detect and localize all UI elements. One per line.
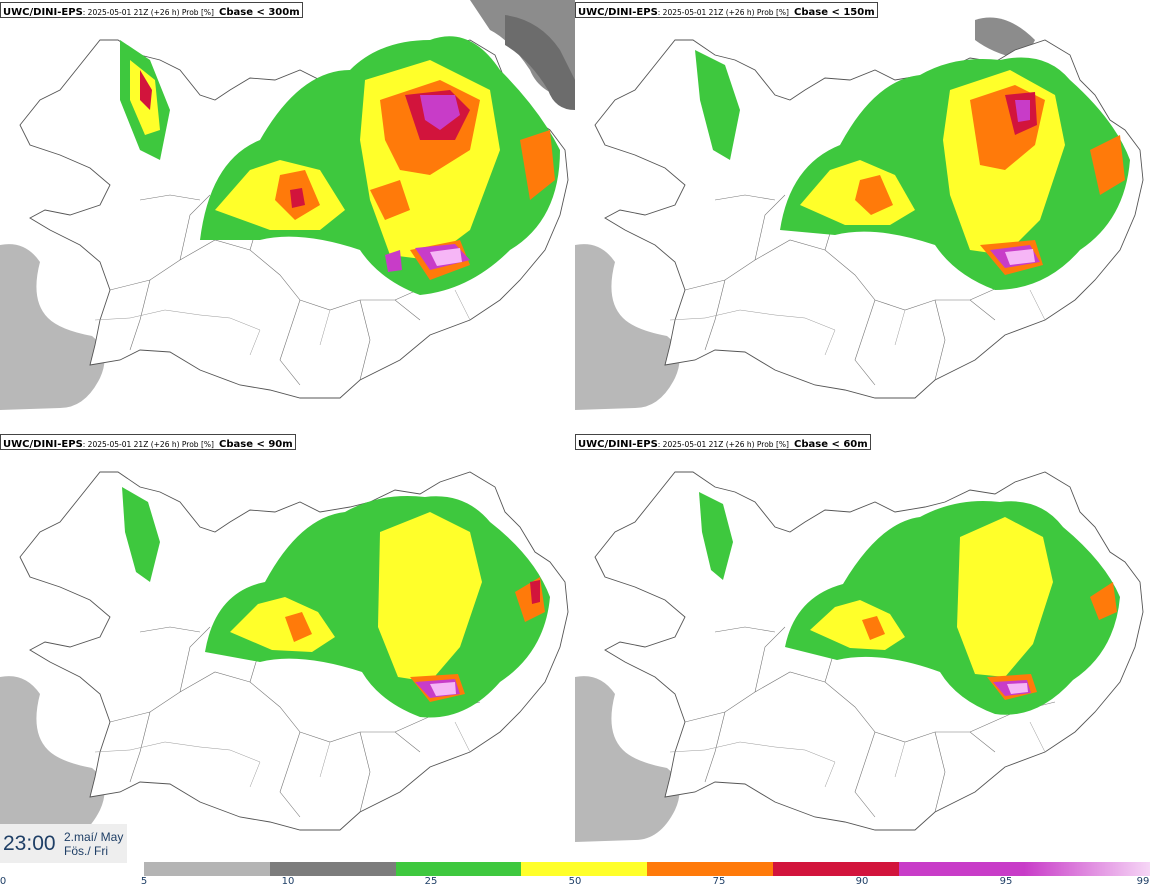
probability-field xyxy=(695,50,1130,290)
model-name: UWC/DINI-EPS xyxy=(578,439,658,450)
map-panel-cbase-60: UWC/DINI-EPS: 2025-05-01 21Z (+26 h) Pro… xyxy=(575,432,1150,862)
map-panel-cbase-150: UWC/DINI-EPS: 2025-05-01 21Z (+26 h) Pro… xyxy=(575,0,1150,430)
map-cbase-300 xyxy=(0,0,575,411)
colorbar-label: 90 xyxy=(855,876,869,887)
panel-title: UWC/DINI-EPS: 2025-05-01 21Z (+26 h) Pro… xyxy=(575,2,878,18)
map-cbase-60 xyxy=(575,471,1144,843)
colorbar-label: 5 xyxy=(140,876,148,887)
colorbar-label: 50 xyxy=(568,876,582,887)
valid-time-clock: 23:00 xyxy=(3,832,56,855)
colorbar-segment xyxy=(395,862,522,876)
variable-name: Cbase < 300m xyxy=(219,7,300,18)
model-name: UWC/DINI-EPS xyxy=(3,7,83,18)
colorbar-label: 95 xyxy=(999,876,1013,887)
colorbar-label: 10 xyxy=(281,876,295,887)
model-name: UWC/DINI-EPS xyxy=(3,439,83,450)
model-name: UWC/DINI-EPS xyxy=(578,7,658,18)
run-info: : 2025-05-01 21Z (+26 h) Prob [%] xyxy=(82,440,214,449)
colorbar-segment xyxy=(144,862,270,876)
valid-date-line2: Fös./ Fri xyxy=(64,844,108,858)
colorbar-segment xyxy=(269,862,396,876)
run-info: : 2025-05-01 21Z (+26 h) Prob [%] xyxy=(657,8,789,17)
valid-time-date: 2.maí/ May Fös./ Fri xyxy=(64,830,123,858)
probability-colorbar xyxy=(144,862,1150,876)
map-panel-cbase-90: UWC/DINI-EPS: 2025-05-01 21Z (+26 h) Pro… xyxy=(0,432,575,862)
probability-field xyxy=(122,487,550,718)
map-cbase-150 xyxy=(575,17,1144,411)
colorbar-segment xyxy=(1024,862,1150,876)
run-info: : 2025-05-01 21Z (+26 h) Prob [%] xyxy=(657,440,789,449)
probability-field xyxy=(120,36,560,295)
colorbar-label: 99 xyxy=(1136,876,1150,887)
map-cbase-90 xyxy=(0,471,569,843)
valid-date-line1: 2.maí/ May xyxy=(64,830,124,844)
variable-name: Cbase < 90m xyxy=(219,439,293,450)
variable-name: Cbase < 150m xyxy=(794,7,875,18)
run-info: : 2025-05-01 21Z (+26 h) Prob [%] xyxy=(82,8,214,17)
colorbar-label: 75 xyxy=(712,876,726,887)
map-panel-cbase-300: UWC/DINI-EPS: 2025-05-01 21Z (+26 h) Pro… xyxy=(0,0,575,430)
valid-time-box: 23:00 2.maí/ May Fös./ Fri xyxy=(0,824,127,863)
colorbar-segment xyxy=(898,862,1025,876)
probability-field xyxy=(699,492,1120,715)
colorbar-segment xyxy=(772,862,899,876)
colorbar-segment xyxy=(521,862,647,876)
variable-name: Cbase < 60m xyxy=(794,439,868,450)
panel-title: UWC/DINI-EPS: 2025-05-01 21Z (+26 h) Pro… xyxy=(0,434,296,450)
colorbar-segment xyxy=(647,862,773,876)
colorbar-label: 25 xyxy=(424,876,438,887)
panel-title: UWC/DINI-EPS: 2025-05-01 21Z (+26 h) Pro… xyxy=(0,2,303,18)
panel-title: UWC/DINI-EPS: 2025-05-01 21Z (+26 h) Pro… xyxy=(575,434,871,450)
colorbar-label: 0 xyxy=(0,876,7,887)
